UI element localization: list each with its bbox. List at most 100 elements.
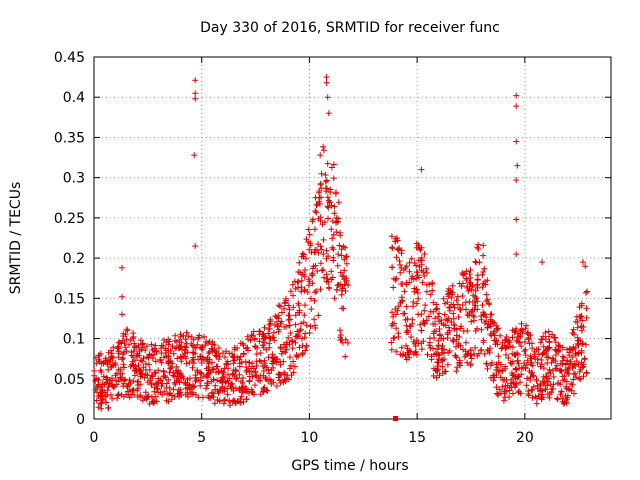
data-point: [221, 365, 228, 372]
data-point: [400, 310, 407, 317]
data-point: [323, 271, 330, 278]
data-point: [182, 380, 189, 387]
data-point: [440, 350, 447, 357]
data-point: [479, 302, 486, 309]
data-point: [318, 246, 325, 253]
data-point: [579, 364, 586, 371]
data-point: [115, 391, 122, 398]
data-point: [280, 348, 286, 355]
data-point: [318, 194, 324, 201]
data-point: [569, 354, 576, 360]
data-point: [190, 336, 197, 343]
data-point: [267, 320, 274, 327]
data-point: [398, 250, 405, 257]
data-point: [297, 326, 304, 333]
data-point: [123, 348, 130, 355]
data-point: [222, 354, 228, 361]
data-point: [121, 340, 128, 347]
data-point: [312, 208, 319, 215]
data-point: [138, 346, 145, 353]
data-point: [286, 312, 293, 319]
data-point: [487, 331, 494, 337]
data-point: [290, 304, 297, 311]
y-tick-label: 0.15: [54, 291, 85, 307]
data-point: [494, 364, 501, 371]
data-point: [474, 352, 481, 359]
x-tick-label: 20: [516, 430, 534, 446]
data-point: [477, 347, 484, 354]
data-point: [393, 416, 399, 421]
data-point: [122, 344, 129, 351]
data-point: [307, 240, 314, 247]
data-point: [152, 342, 159, 349]
data-point: [444, 317, 451, 324]
data-point: [192, 77, 199, 84]
data-point: [479, 271, 486, 278]
data-point: [328, 226, 335, 233]
data-point: [403, 342, 409, 349]
data-point: [482, 278, 489, 285]
data-point: [119, 356, 125, 363]
data-point: [398, 265, 405, 271]
data-point: [311, 316, 318, 323]
data-point: [430, 365, 437, 372]
data-point: [287, 354, 293, 361]
data-point: [542, 386, 549, 393]
data-point: [337, 269, 344, 276]
data-point: [395, 303, 402, 310]
data-point: [311, 297, 318, 304]
data-point: [140, 355, 147, 362]
data-point: [521, 339, 528, 345]
data-point: [342, 254, 349, 261]
data-point: [182, 336, 189, 343]
data-point: [570, 370, 577, 377]
data-point: [484, 346, 491, 353]
data-point: [325, 204, 332, 211]
x-tick-label: 15: [408, 430, 426, 446]
data-point: [581, 356, 588, 363]
data-point: [582, 289, 589, 296]
data-point: [482, 311, 488, 317]
data-point: [328, 268, 335, 275]
data-point: [96, 358, 103, 365]
data-point: [423, 281, 430, 288]
data-point: [171, 379, 178, 386]
data-point: [281, 371, 288, 378]
data-point: [389, 244, 396, 251]
data-point: [329, 235, 336, 242]
data-point: [299, 335, 305, 342]
data-point: [120, 355, 127, 361]
data-point: [519, 330, 526, 337]
data-point: [266, 334, 273, 341]
data-point: [137, 368, 144, 375]
data-point: [322, 178, 329, 185]
data-point: [462, 299, 469, 306]
data-point: [558, 389, 565, 395]
data-point: [102, 393, 109, 400]
data-point: [301, 312, 308, 319]
data-point: [195, 334, 202, 341]
data-point: [472, 293, 479, 300]
data-point: [444, 361, 451, 368]
data-point: [449, 337, 456, 344]
data-point: [394, 235, 400, 242]
data-point: [513, 216, 520, 223]
data-point: [117, 374, 123, 381]
data-point: [446, 327, 453, 334]
data-point: [424, 351, 431, 358]
data-point: [426, 339, 433, 346]
data-point: [451, 325, 458, 332]
data-point: [130, 348, 137, 355]
data-point: [223, 361, 230, 368]
data-point: [277, 358, 284, 365]
data-point: [166, 338, 173, 345]
data-point: [314, 201, 321, 208]
data-point: [166, 384, 173, 391]
data-point: [337, 327, 343, 334]
data-point: [124, 388, 131, 395]
data-point: [503, 336, 510, 343]
data-point: [313, 288, 320, 294]
data-point: [568, 387, 575, 394]
data-point: [201, 333, 207, 340]
data-point: [227, 402, 233, 409]
